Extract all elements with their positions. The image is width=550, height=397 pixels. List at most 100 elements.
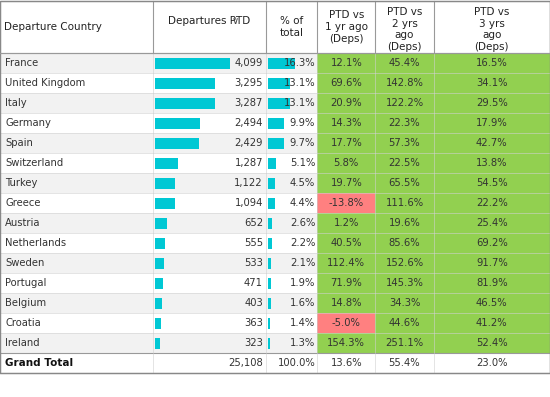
Text: 44.6%: 44.6% [389,318,420,328]
Text: 3,287: 3,287 [235,98,263,108]
Bar [317,273,375,293]
Bar [375,313,433,333]
Bar [155,118,200,129]
Text: PTD vs
1 yr ago
(Deps): PTD vs 1 yr ago (Deps) [324,10,368,44]
Bar [155,58,230,69]
Text: 13.1%: 13.1% [283,78,315,88]
Text: 45.4%: 45.4% [389,58,420,68]
Text: ∨: ∨ [232,16,239,26]
Text: Italy: Italy [5,98,26,108]
Bar [268,137,284,148]
Bar [433,73,550,93]
Bar [433,233,550,253]
Text: Portugal: Portugal [5,278,46,288]
Bar [268,197,276,208]
Bar [433,113,550,133]
Text: 4.5%: 4.5% [290,178,315,188]
Text: 17.7%: 17.7% [331,138,362,148]
Bar [317,153,375,173]
Text: 16.3%: 16.3% [283,58,315,68]
Bar [268,337,270,349]
Bar [268,258,272,268]
Bar [268,318,270,328]
Bar [0,273,550,293]
Bar [375,53,433,73]
Text: Netherlands: Netherlands [5,238,66,248]
Text: 69.6%: 69.6% [331,78,362,88]
Text: PTD vs
2 yrs
ago
(Deps): PTD vs 2 yrs ago (Deps) [387,7,422,52]
Text: 652: 652 [244,218,263,228]
Text: 1.6%: 1.6% [290,298,315,308]
Bar [317,173,375,193]
Text: 152.6%: 152.6% [386,258,424,268]
Text: 42.7%: 42.7% [476,138,508,148]
Text: 471: 471 [244,278,263,288]
Bar [317,193,375,213]
Text: 1.9%: 1.9% [290,278,315,288]
Text: 34.3%: 34.3% [389,298,420,308]
Bar [0,93,550,113]
Text: 14.3%: 14.3% [331,118,362,128]
Text: Austria: Austria [5,218,41,228]
Bar [268,297,271,308]
Text: 34.1%: 34.1% [476,78,508,88]
Bar [155,197,175,208]
Text: 3,295: 3,295 [234,78,263,88]
Text: 13.1%: 13.1% [283,98,315,108]
Text: 122.2%: 122.2% [386,98,424,108]
Text: 57.3%: 57.3% [389,138,420,148]
Bar [155,278,163,289]
Text: 5.8%: 5.8% [334,158,359,168]
Bar [0,173,550,193]
Bar [155,77,215,89]
Bar [0,193,550,213]
Bar [268,177,276,189]
Text: Departures PTD: Departures PTD [168,16,250,26]
Text: 40.5%: 40.5% [331,238,362,248]
Bar [375,73,433,93]
Text: 14.8%: 14.8% [331,298,362,308]
Bar [155,297,162,308]
Bar [317,313,375,333]
Bar [433,153,550,173]
Bar [155,98,215,108]
Bar [433,273,550,293]
Text: 65.5%: 65.5% [389,178,420,188]
Bar [317,93,375,113]
Text: Departure Country: Departure Country [4,22,102,32]
Bar [433,213,550,233]
Bar [268,77,290,89]
Bar [155,158,178,168]
Text: Belgium: Belgium [5,298,46,308]
Text: 2.1%: 2.1% [290,258,315,268]
Text: 1.4%: 1.4% [290,318,315,328]
Bar [0,113,550,133]
Text: 555: 555 [244,238,263,248]
Text: Greece: Greece [5,198,41,208]
Bar [317,253,375,273]
Text: United Kingdom: United Kingdom [5,78,85,88]
Text: 363: 363 [244,318,263,328]
Bar [375,233,433,253]
Bar [375,173,433,193]
Text: Germany: Germany [5,118,51,128]
Text: 323: 323 [244,338,263,348]
Bar [433,133,550,153]
Text: PTD vs
3 yrs
ago
(Deps): PTD vs 3 yrs ago (Deps) [474,7,509,52]
Text: 100.0%: 100.0% [277,358,315,368]
Bar [268,58,295,69]
Text: 46.5%: 46.5% [476,298,508,308]
Bar [433,173,550,193]
Bar [0,133,550,153]
Bar [0,313,550,333]
Text: -13.8%: -13.8% [329,198,364,208]
Bar [155,177,175,189]
Bar [375,273,433,293]
Bar [0,353,550,373]
Text: 41.2%: 41.2% [476,318,508,328]
Bar [268,218,272,229]
Text: 91.7%: 91.7% [476,258,508,268]
Text: 22.3%: 22.3% [389,118,420,128]
Bar [155,318,161,328]
Text: 55.4%: 55.4% [389,358,420,368]
